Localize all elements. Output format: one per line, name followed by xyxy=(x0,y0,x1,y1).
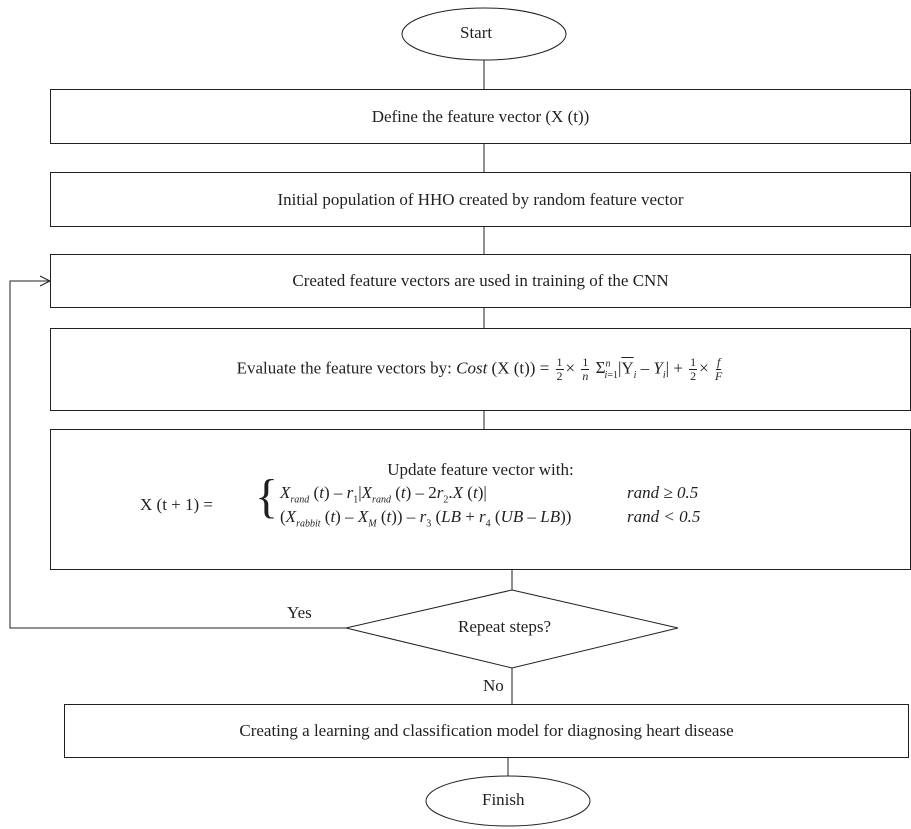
decision-label: Repeat steps? xyxy=(458,617,551,636)
update-step: Update feature vector with: xyxy=(50,429,911,570)
cases-brace: { xyxy=(255,470,279,523)
define-feature-vector-step: Define the feature vector (X (t)) xyxy=(50,89,911,144)
finish-label: Finish xyxy=(482,790,525,809)
final-model-step: Creating a learning and classification m… xyxy=(64,704,909,758)
update-case-1-condition: rand ≥ 0.5 xyxy=(627,483,699,502)
train-step-text: Created feature vectors are used in trai… xyxy=(292,271,669,290)
finish-terminal-shape xyxy=(425,775,591,827)
start-label: Start xyxy=(460,23,493,42)
summation: Σni=1 xyxy=(595,358,618,381)
update-case-2-condition: rand < 0.5 xyxy=(627,507,701,526)
final-step-text: Creating a learning and classification m… xyxy=(239,721,734,740)
yes-label: Yes xyxy=(287,603,312,622)
no-label: No xyxy=(483,676,504,695)
evaluate-prefix: Evaluate the feature vectors by: xyxy=(236,358,452,378)
cost-symbol: Cost xyxy=(456,358,488,378)
update-case-1: Xrand (t) – r1|Xrand (t) – 2r2.X (t)| xyxy=(280,483,487,506)
update-step-title: Update feature vector with: xyxy=(387,460,574,479)
define-step-text: Define the feature vector (X (t)) xyxy=(371,106,590,126)
update-case-2: (Xrabbit (t) – XM (t)) – r3 (LB + r4 (UB… xyxy=(280,507,572,530)
evaluate-step-text: Evaluate the feature vectors by: Cost (X… xyxy=(236,355,723,383)
init-step-text: Initial population of HHO created by ran… xyxy=(277,189,684,209)
initial-population-step: Initial population of HHO created by ran… xyxy=(50,172,911,227)
yes-loop-line xyxy=(9,280,346,629)
evaluate-step: Evaluate the feature vectors by: Cost (X… xyxy=(50,328,911,411)
cost-argument: (X (t)) = xyxy=(491,358,550,378)
train-cnn-step: Created feature vectors are used in trai… xyxy=(50,254,911,308)
update-formula-lhs: X (t + 1) = xyxy=(140,495,213,514)
